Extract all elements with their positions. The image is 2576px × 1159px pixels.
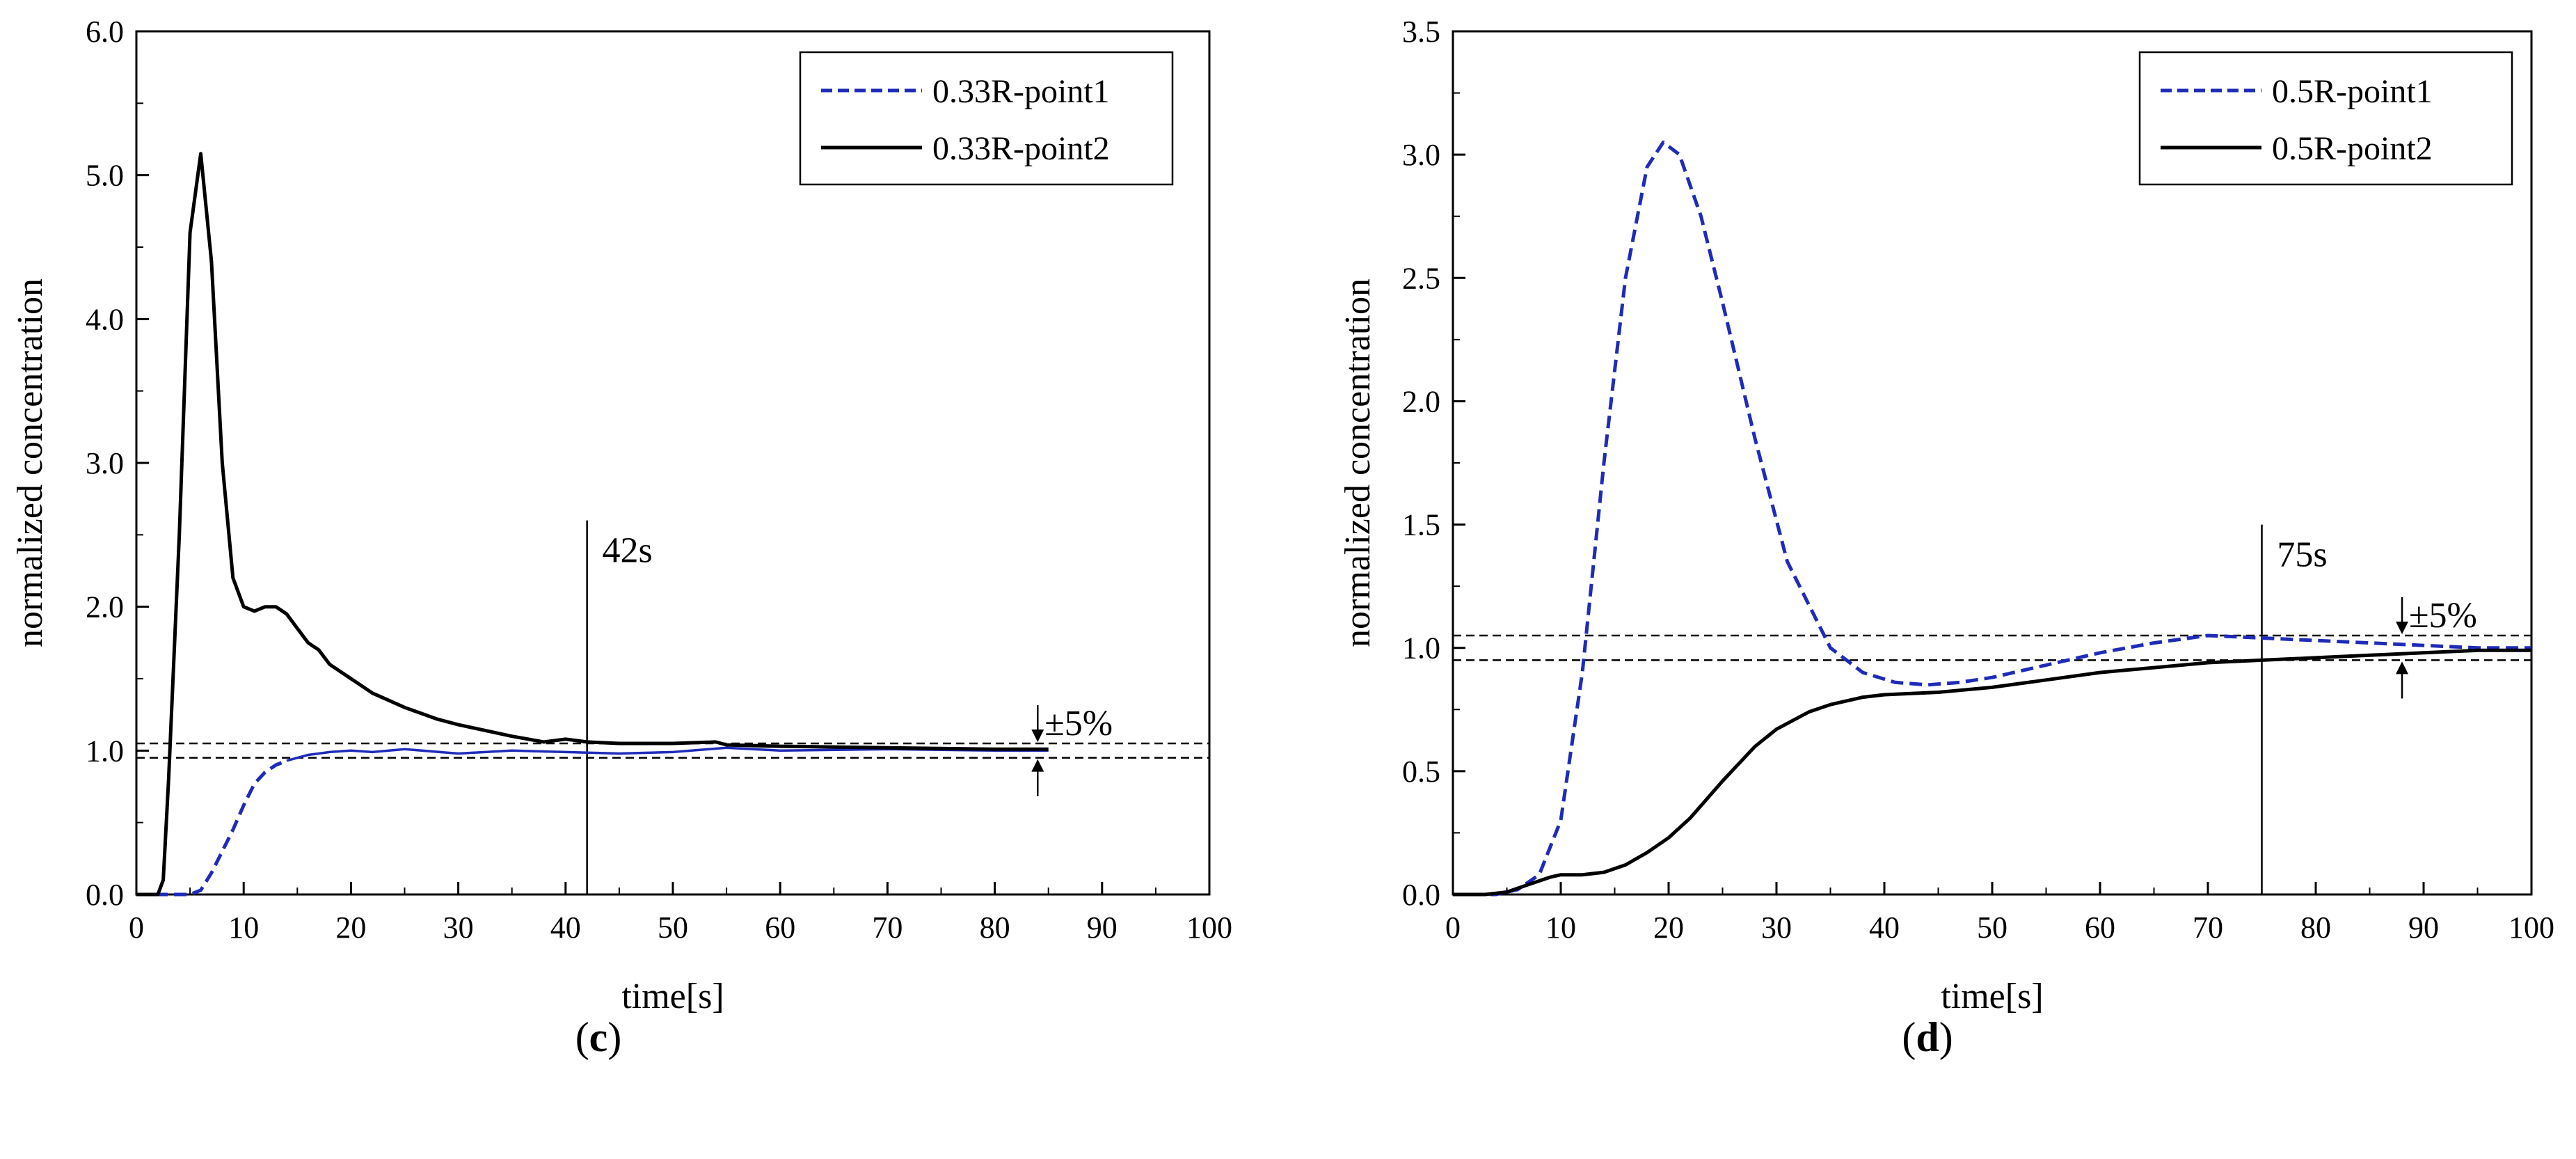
legend-label-1: 0.5R-point1 <box>2272 73 2433 110</box>
x-tick-label: 50 <box>658 910 688 945</box>
series-line-2 <box>1453 648 2531 897</box>
x-tick-label: 20 <box>335 910 366 945</box>
legend-box <box>799 51 1174 186</box>
legend-label-2: 0.5R-point2 <box>2272 130 2433 167</box>
chart-panel-c: 0 10 20 30 40 50 60 70 80 90 100 0.0 1.0 2.0 3.0 4.0 5.0… <box>10 15 1232 1060</box>
y-tick-label: 3.0 <box>1402 138 1440 172</box>
x-tick-label: 100 <box>2509 910 2554 945</box>
series-line-1-tail <box>286 746 1049 762</box>
y-tick-label: 1.5 <box>1402 508 1440 542</box>
panel-label: (c) <box>575 1014 622 1060</box>
x-tick-label: 80 <box>2300 910 2331 945</box>
y-tick-label: 1.0 <box>86 734 124 768</box>
chart-panel-d: 0 10 20 30 40 50 60 70 80 90 100 0.0 0.5 1.0 1.5 2.0 2.5… <box>1338 15 2554 1060</box>
y-axis-label: normalized concentration <box>10 278 50 647</box>
x-tick-label: 60 <box>2085 910 2115 945</box>
band-arrowhead-down <box>1031 730 1044 742</box>
series-line-1 <box>136 759 287 897</box>
band-arrowhead-up <box>2396 661 2408 675</box>
y-tick-label: 1.0 <box>1402 631 1440 665</box>
y-tick-label: 4.0 <box>86 302 124 336</box>
y-tick-label: 0.0 <box>1402 878 1440 912</box>
x-tick-label: 10 <box>228 910 259 945</box>
legend-label-2: 0.33R-point2 <box>932 130 1110 167</box>
y-tick-label: 0.0 <box>86 878 124 912</box>
x-tick-label: 20 <box>1653 910 1684 945</box>
y-tick-label: 3.5 <box>1402 15 1440 49</box>
legend-label-1: 0.33R-point1 <box>932 73 1110 110</box>
x-tick-label: 30 <box>443 910 474 945</box>
y-tick-label: 2.5 <box>1402 261 1440 295</box>
x-tick-label: 10 <box>1545 910 1576 945</box>
x-tick-label: 30 <box>1761 910 1792 945</box>
vline-label: 42s <box>603 531 653 571</box>
panel-label: (d) <box>1902 1014 1953 1060</box>
x-axis-label: time[s] <box>1941 977 2043 1016</box>
x-tick-label: 70 <box>872 910 903 945</box>
y-tick-label: 6.0 <box>86 15 124 49</box>
x-axis-label: time[s] <box>621 977 724 1016</box>
x-tick-label: 50 <box>1977 910 2007 945</box>
x-tick-label: 60 <box>765 910 795 945</box>
x-tick-label: 100 <box>1186 910 1232 945</box>
y-tick-label: 2.0 <box>1402 384 1440 418</box>
band-label: ±5% <box>1044 704 1113 743</box>
y-tick-label: 5.0 <box>86 159 124 193</box>
y-tick-label: 3.0 <box>86 446 124 480</box>
x-tick-label: 40 <box>550 910 581 945</box>
y-tick-label: 0.5 <box>1402 755 1440 789</box>
band-arrowhead-up <box>1031 759 1044 772</box>
vline-label: 75s <box>2277 535 2327 575</box>
band-label: ±5% <box>2409 596 2477 636</box>
x-tick-label: 80 <box>980 910 1010 945</box>
x-tick-label: 90 <box>2408 910 2439 945</box>
band-arrowhead-down <box>2396 622 2408 634</box>
x-tick-label: 40 <box>1869 910 1900 945</box>
legend-box <box>2138 51 2513 186</box>
x-tick-label: 0 <box>129 910 144 945</box>
x-tick-label: 70 <box>2193 910 2223 945</box>
y-axis-label: normalized concentration <box>1338 278 1378 647</box>
series-line-2 <box>136 152 1049 897</box>
y-tick-label: 2.0 <box>86 590 124 624</box>
x-tick-label: 0 <box>1445 910 1461 945</box>
x-tick-label: 90 <box>1087 910 1118 945</box>
series-line-1 <box>1453 140 2531 897</box>
